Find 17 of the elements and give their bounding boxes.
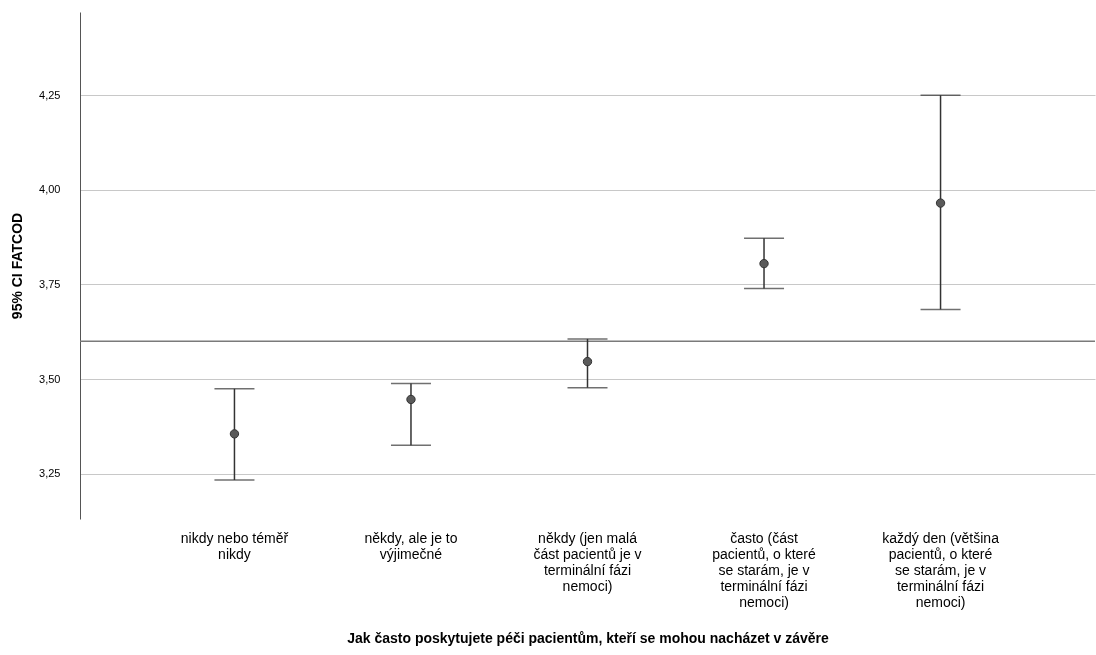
x-tick-label: každý den (většina pacientů, o které se starám, je v terminální fázi nemoci) (882, 529, 1000, 610)
x-tick-label: někdy, ale je to výjimečné (364, 529, 458, 562)
y-tick-label: 3,25 (39, 467, 61, 480)
x-tick-label: často (část pacientů, o které se starám, je v terminální fázi nemoci) (712, 529, 816, 610)
y-tick-label: 3,50 (39, 372, 61, 385)
x-axis-title: Jak často poskytujete péči pacientům, kteří se mohou nacházet v závěre (347, 629, 830, 646)
y-axis-title: 95% CI FATCOD (9, 212, 26, 320)
point (935, 198, 946, 208)
x-tick-label: nikdy nebo téměř nikdy (180, 529, 289, 562)
point (406, 394, 416, 405)
y-tick-label: 4,00 (39, 183, 61, 196)
y-tick-label: 4,25 (39, 88, 61, 101)
point (582, 356, 593, 367)
x-tick-label: někdy (jen malá část pacientů je v terminální fázi nemoci) (533, 529, 642, 594)
point (759, 258, 769, 269)
y-tick-label: 3,75 (39, 277, 61, 290)
point (229, 429, 240, 439)
